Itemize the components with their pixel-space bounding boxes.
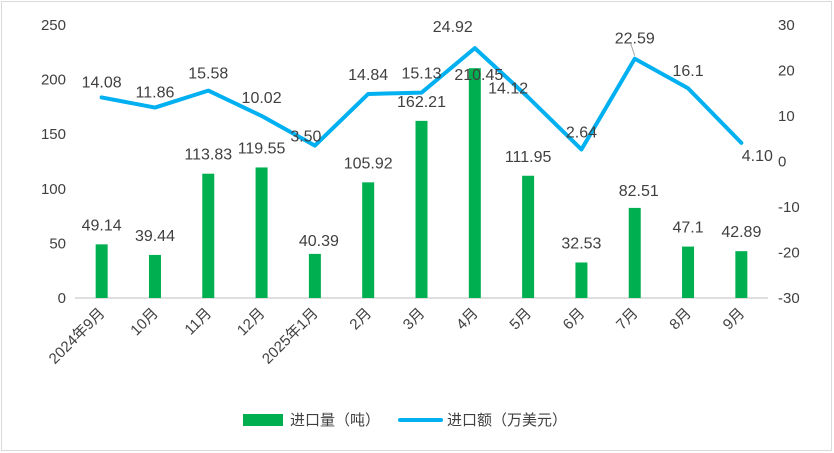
bar-data-label: 82.51 <box>619 183 659 200</box>
y-left-tick-label: 0 <box>58 290 66 307</box>
line-data-label: 14.12 <box>488 80 528 97</box>
x-tick-label: 5月 <box>506 305 535 334</box>
bar <box>522 175 535 298</box>
y-left-tick-label: 200 <box>41 72 66 89</box>
bar <box>95 244 108 298</box>
bar <box>202 173 215 298</box>
line-data-label: 24.92 <box>433 19 473 36</box>
bar <box>255 167 268 298</box>
bar-data-label: 42.89 <box>721 224 761 241</box>
bar <box>148 254 161 298</box>
y-right-tick-label: 20 <box>778 63 795 80</box>
line-data-label: 10.02 <box>242 90 282 107</box>
x-tick-label: 6月 <box>560 305 589 334</box>
x-tick-label: 8月 <box>666 305 695 334</box>
x-tick-label: 4月 <box>453 305 482 334</box>
line-data-label: 15.13 <box>401 66 441 83</box>
y-right-tick-label: -30 <box>778 290 800 307</box>
y-left-tick-label: 250 <box>41 17 66 34</box>
x-tick-label: 11月 <box>181 305 215 339</box>
bar <box>415 120 428 299</box>
legend-bar-swatch <box>243 414 283 426</box>
bar-data-label: 210.45 <box>454 67 503 84</box>
y-right-tick-label: -10 <box>778 199 800 216</box>
x-tick-label: 7月 <box>613 305 642 334</box>
bar-data-label: 119.55 <box>238 140 286 157</box>
line-data-label: 14.08 <box>82 74 122 91</box>
x-tick-label: 12月 <box>234 305 268 339</box>
bar <box>308 253 321 298</box>
bar-data-label: 49.14 <box>82 217 122 234</box>
y-right-tick-label: -20 <box>778 245 800 262</box>
bar-data-label: 111.95 <box>505 149 552 166</box>
line-data-label: 16.1 <box>672 63 703 80</box>
y-right-tick-label: 10 <box>778 108 795 125</box>
x-tick-label: 2月 <box>346 305 375 334</box>
x-tick-label: 3月 <box>400 305 429 334</box>
bar <box>628 207 641 298</box>
bar <box>575 262 588 298</box>
label-leader-line <box>630 43 636 56</box>
line-series-path <box>99 46 744 152</box>
y-right-tick-label: 30 <box>778 17 795 34</box>
x-tick-label: 2024年9月 <box>46 305 109 368</box>
bar-data-label: 32.53 <box>561 235 601 252</box>
y-left-tick-label: 100 <box>41 181 66 198</box>
bar <box>735 251 748 298</box>
bar-data-label: 39.44 <box>135 228 175 245</box>
x-tick-label: 2025年1月 <box>259 305 322 368</box>
line-data-label: 22.59 <box>615 31 655 48</box>
bar <box>468 68 481 298</box>
bar <box>682 246 695 298</box>
bar-data-label: 105.92 <box>344 155 393 172</box>
y-right-tick-label: 0 <box>778 154 786 171</box>
x-tick-label: 10月 <box>127 305 161 339</box>
line-data-label: 4.10 <box>742 148 773 165</box>
x-tick-label: 9月 <box>720 305 749 334</box>
bar-data-label: 113.83 <box>184 147 232 164</box>
bar-data-label: 162.21 <box>397 94 446 111</box>
line-data-label: 14.84 <box>348 67 388 84</box>
line-data-label: 11.86 <box>136 85 175 102</box>
y-left-tick-label: 50 <box>49 235 66 252</box>
legend-line-label: 进口额（万美元） <box>447 412 567 429</box>
line-data-label: 2.64 <box>566 124 597 141</box>
legend-bar-label: 进口量（吨） <box>290 412 380 429</box>
line-data-label: 3.50 <box>290 129 321 146</box>
y-left-tick-label: 150 <box>41 126 66 143</box>
bar-data-label: 40.39 <box>299 233 339 250</box>
line-data-label: 15.58 <box>188 66 228 83</box>
bar-data-label: 47.1 <box>672 220 703 237</box>
bar <box>362 182 375 298</box>
